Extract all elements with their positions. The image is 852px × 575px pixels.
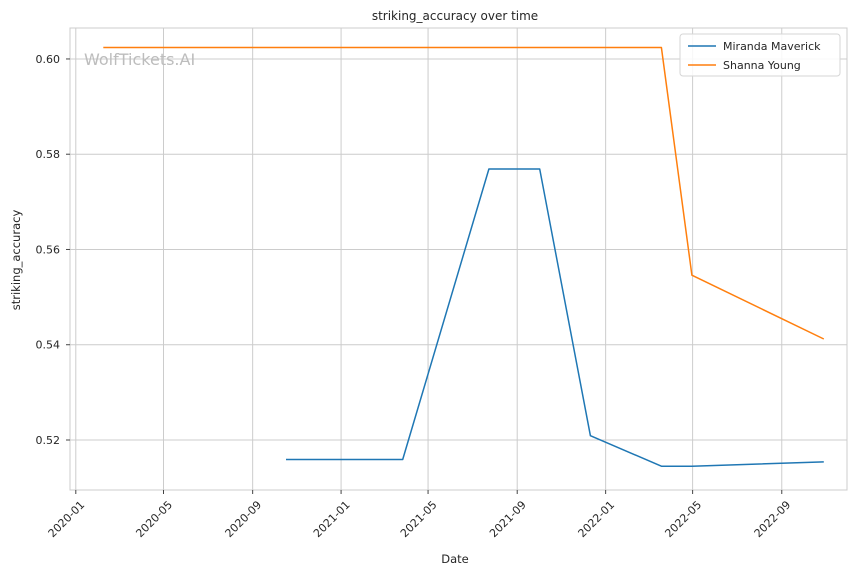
x-tick-label: 2022-05 (662, 498, 704, 540)
watermark: WolfTickets.AI (84, 50, 195, 69)
x-tick-label: 2020-01 (46, 498, 88, 540)
plot-area (69, 27, 848, 491)
x-tick-label: 2021-09 (487, 498, 529, 540)
chart-title: striking_accuracy over time (372, 9, 538, 23)
x-axis-ticks: 2020-01 2020-05 2020-09 2021-01 2021-05 2021-… (46, 490, 794, 540)
series-line-1 (103, 46, 825, 340)
x-tick-label: 2022-01 (576, 498, 618, 540)
y-tick-label: 0.52 (36, 434, 61, 447)
y-axis-label: striking_accuracy (9, 210, 23, 311)
y-tick-label: 0.54 (36, 339, 61, 352)
x-tick-label: 2021-01 (311, 498, 353, 540)
y-tick-label: 0.58 (36, 148, 61, 161)
x-tick-label: 2021-05 (398, 498, 440, 540)
x-tick-label: 2022-09 (752, 498, 794, 540)
legend-box (679, 33, 841, 77)
legend-label-0: Miranda Maverick (723, 40, 821, 53)
legend-label-1: Shanna Young (723, 59, 801, 72)
x-axis-label: Date (441, 552, 469, 566)
y-axis-ticks: 0.52 0.54 0.56 0.58 0.60 (36, 53, 70, 447)
x-tick-label: 2020-05 (133, 498, 175, 540)
series-lines (103, 46, 825, 467)
legend: Miranda Maverick Shanna Young (679, 33, 841, 77)
x-tick-label: 2020-09 (223, 498, 265, 540)
series-line-0 (286, 168, 824, 467)
y-tick-label: 0.56 (36, 243, 61, 256)
y-tick-label: 0.60 (36, 53, 61, 66)
